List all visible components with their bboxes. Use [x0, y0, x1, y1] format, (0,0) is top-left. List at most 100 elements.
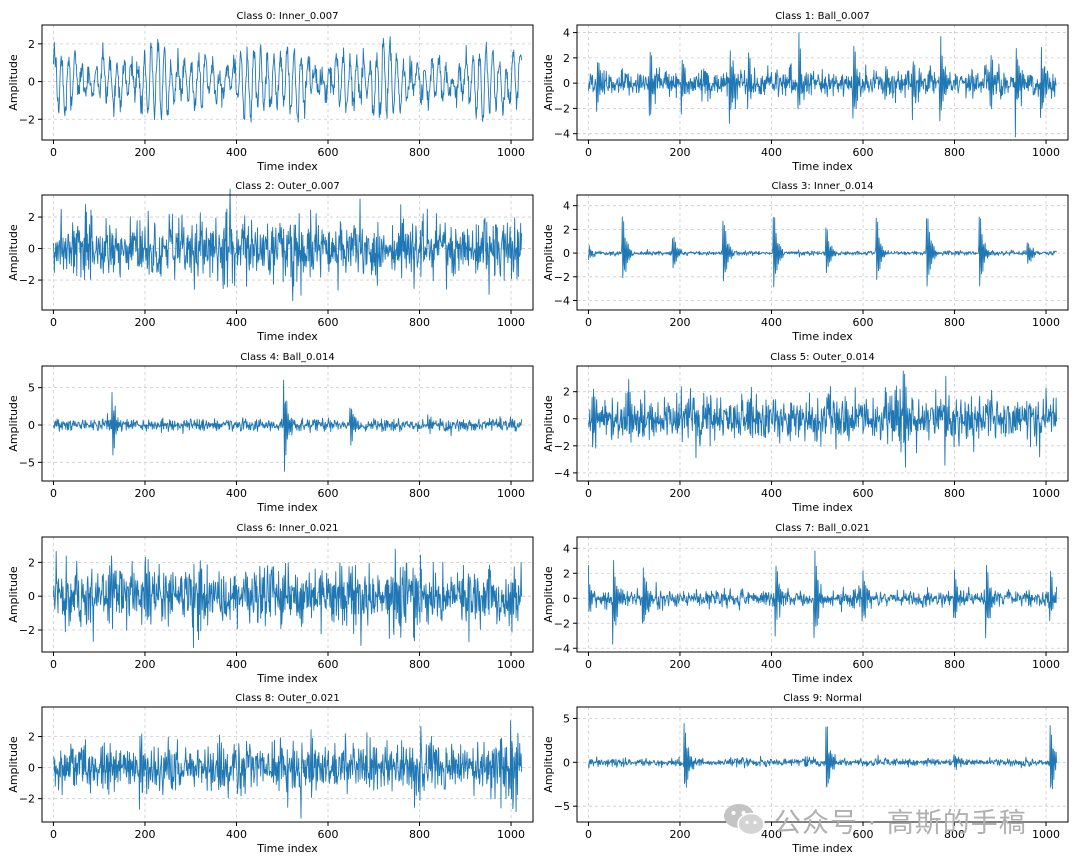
y-axis-label: Amplitude	[7, 224, 20, 281]
x-axis-label: Time index	[256, 330, 318, 343]
y-tick-label: 2	[28, 731, 35, 744]
x-tick-label: 800	[944, 828, 965, 841]
subplot-title: Class 9: Normal	[783, 693, 862, 704]
y-tick-label: 2	[563, 386, 570, 399]
x-tick-label: 0	[50, 487, 57, 500]
x-tick-label: 800	[944, 146, 965, 159]
y-tick-label: 0	[563, 77, 570, 90]
y-tick-label: −2	[554, 271, 570, 284]
axes-frame	[576, 706, 1069, 823]
x-axis-label: Time index	[256, 672, 318, 685]
x-tick-label: 800	[409, 487, 430, 500]
x-tick-label: 1000	[1032, 316, 1060, 329]
series-line	[587, 370, 1058, 468]
y-axis-label: Amplitude	[7, 566, 20, 623]
x-tick-label: 400	[761, 487, 782, 500]
subplot-3: 0 200 400 600 800 1000 −4 −2 0 2 4 Class 3: Inner_0…	[542, 181, 1069, 343]
x-tick-label: 600	[852, 828, 873, 841]
y-tick-label: 4	[563, 542, 570, 555]
series-line	[587, 550, 1058, 645]
y-axis-label: Amplitude	[542, 736, 555, 793]
x-tick-label: 1000	[1032, 828, 1060, 841]
x-tick-label: 1000	[497, 658, 525, 671]
y-tick-label: 4	[563, 27, 570, 40]
x-tick-label: 400	[226, 316, 247, 329]
x-tick-label: 0	[585, 316, 592, 329]
x-axis-label: Time index	[791, 842, 853, 855]
x-tick-label: 400	[226, 828, 247, 841]
y-tick-label: −5	[19, 456, 35, 469]
y-tick-label: 2	[563, 52, 570, 65]
series-line	[53, 720, 523, 819]
y-tick-label: 2	[28, 211, 35, 224]
x-tick-label: 0	[585, 487, 592, 500]
y-tick-label: −4	[554, 128, 570, 141]
y-tick-label: −2	[19, 113, 35, 126]
subplot-title: Class 5: Outer_0.014	[770, 352, 874, 363]
subplot-title: Class 1: Ball_0.007	[775, 11, 870, 22]
x-tick-label: 400	[761, 658, 782, 671]
y-tick-label: −4	[554, 642, 570, 655]
x-tick-label: 800	[944, 316, 965, 329]
x-tick-label: 200	[669, 487, 690, 500]
subplot-5: 0 200 400 600 800 1000 −4 −2 0 2 Class 5: Outer_0.…	[542, 352, 1069, 514]
x-tick-label: 400	[226, 487, 247, 500]
x-tick-label: 600	[317, 658, 338, 671]
subplot-7: 0 200 400 600 800 1000 −4 −2 0 2 4 Class 7: Ball_0.…	[542, 523, 1069, 685]
subplot-2: 0 200 400 600 800 1000 −2 0 2 Class 2: Outer_0.00…	[7, 181, 534, 343]
x-tick-label: 600	[852, 487, 873, 500]
series-line	[587, 723, 1058, 790]
y-tick-label: 2	[28, 556, 35, 569]
x-tick-label: 400	[226, 658, 247, 671]
y-axis-label: Amplitude	[542, 566, 555, 623]
x-tick-label: 600	[317, 316, 338, 329]
series-line	[52, 188, 523, 302]
x-tick-label: 200	[669, 146, 690, 159]
y-tick-label: 0	[563, 592, 570, 605]
x-tick-label: 1000	[1032, 487, 1060, 500]
x-tick-label: 800	[944, 658, 965, 671]
x-tick-label: 200	[669, 658, 690, 671]
x-tick-label: 0	[50, 828, 57, 841]
subplot-4: 0 200 400 600 800 1000 −5 0 5 Class 4: Ball_0.014…	[7, 352, 534, 514]
y-tick-label: 0	[28, 243, 35, 256]
subplot-1: 0 200 400 600 800 1000 −4 −2 0 2 4 Class 1: Ball_0.…	[542, 11, 1069, 173]
x-tick-label: 800	[409, 316, 430, 329]
x-tick-label: 0	[50, 658, 57, 671]
subplot-title: Class 3: Inner_0.014	[772, 181, 874, 192]
y-axis-label: Amplitude	[542, 395, 555, 452]
series-line	[587, 32, 1057, 138]
y-tick-label: −2	[554, 102, 570, 115]
y-tick-label: 0	[28, 762, 35, 775]
x-tick-label: 200	[134, 828, 155, 841]
x-tick-label: 1000	[1032, 658, 1060, 671]
y-tick-label: 0	[563, 247, 570, 260]
x-tick-label: 400	[226, 146, 247, 159]
subplot-8: 0 200 400 600 800 1000 −2 0 2 Class 8: Outer_0.02…	[7, 693, 534, 855]
y-tick-label: 0	[563, 413, 570, 426]
y-tick-label: 5	[28, 382, 35, 395]
subplot-title: Class 8: Outer_0.021	[235, 693, 339, 704]
x-axis-label: Time index	[791, 672, 853, 685]
x-tick-label: 400	[761, 316, 782, 329]
x-tick-label: 1000	[497, 316, 525, 329]
x-tick-label: 1000	[1032, 146, 1060, 159]
series-line	[587, 216, 1057, 288]
y-tick-label: 4	[563, 200, 570, 213]
series-line	[53, 379, 523, 472]
axes-frame	[576, 194, 1069, 311]
axes-frame	[576, 365, 1069, 482]
subplot-9: 0 200 400 600 800 1000 −5 0 5 Class 9: Normal Time…	[542, 693, 1069, 855]
x-tick-label: 200	[669, 828, 690, 841]
x-tick-label: 1000	[497, 828, 525, 841]
x-tick-label: 1000	[497, 146, 525, 159]
x-tick-label: 600	[852, 658, 873, 671]
x-tick-label: 800	[409, 828, 430, 841]
y-tick-label: 5	[563, 712, 570, 725]
x-tick-label: 400	[761, 146, 782, 159]
x-tick-label: 800	[944, 487, 965, 500]
y-tick-label: −2	[19, 274, 35, 287]
y-tick-label: −2	[554, 617, 570, 630]
y-tick-label: −4	[554, 467, 570, 480]
x-axis-label: Time index	[791, 160, 853, 173]
